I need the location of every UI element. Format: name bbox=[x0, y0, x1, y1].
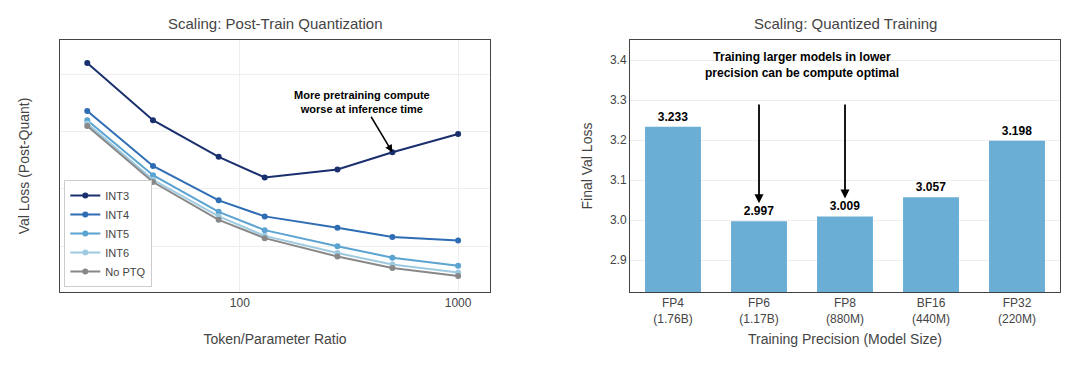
svg-text:Scaling: Post-Train Quantizati: Scaling: Post-Train Quantization bbox=[168, 15, 383, 32]
svg-text:2.9: 2.9 bbox=[610, 253, 627, 267]
svg-text:FP6(1.17B): FP6(1.17B) bbox=[739, 296, 778, 326]
svg-text:1000: 1000 bbox=[445, 296, 472, 310]
svg-text:INT6: INT6 bbox=[105, 247, 129, 259]
svg-text:3.1: 3.1 bbox=[610, 173, 627, 187]
svg-text:More pretraining computeworse: More pretraining computeworse at inferen… bbox=[294, 89, 430, 115]
svg-text:Val Loss (Post-Quant): Val Loss (Post-Quant) bbox=[16, 98, 32, 235]
svg-text:3.4: 3.4 bbox=[610, 53, 627, 67]
svg-text:BF16(440M): BF16(440M) bbox=[912, 296, 950, 326]
svg-text:INT3: INT3 bbox=[105, 190, 129, 202]
svg-text:3.198: 3.198 bbox=[1002, 124, 1032, 138]
svg-text:3.2: 3.2 bbox=[610, 133, 627, 147]
svg-text:Scaling: Quantized Training: Scaling: Quantized Training bbox=[754, 15, 937, 32]
svg-text:Token/Parameter Ratio: Token/Parameter Ratio bbox=[203, 331, 346, 347]
svg-text:3.3: 3.3 bbox=[610, 93, 627, 107]
svg-text:100: 100 bbox=[230, 296, 250, 310]
svg-text:3.0: 3.0 bbox=[610, 213, 627, 227]
svg-text:INT4: INT4 bbox=[105, 209, 129, 221]
svg-text:Training larger models in lowe: Training larger models in lowerprecision… bbox=[705, 50, 899, 80]
svg-text:Training Precision (Model Size: Training Precision (Model Size) bbox=[748, 331, 942, 347]
svg-text:3.233: 3.233 bbox=[658, 110, 688, 124]
svg-text:3.057: 3.057 bbox=[916, 180, 946, 194]
svg-text:3.009: 3.009 bbox=[830, 199, 860, 213]
svg-text:FP4(1.76B): FP4(1.76B) bbox=[653, 296, 692, 326]
svg-text:FP32(220M): FP32(220M) bbox=[998, 296, 1036, 326]
svg-text:No PTQ: No PTQ bbox=[105, 266, 145, 278]
svg-text:FP8(880M): FP8(880M) bbox=[826, 296, 864, 326]
svg-text:2.997: 2.997 bbox=[744, 204, 774, 218]
svg-text:INT5: INT5 bbox=[105, 228, 129, 240]
svg-text:Final Val Loss: Final Val Loss bbox=[579, 123, 595, 210]
